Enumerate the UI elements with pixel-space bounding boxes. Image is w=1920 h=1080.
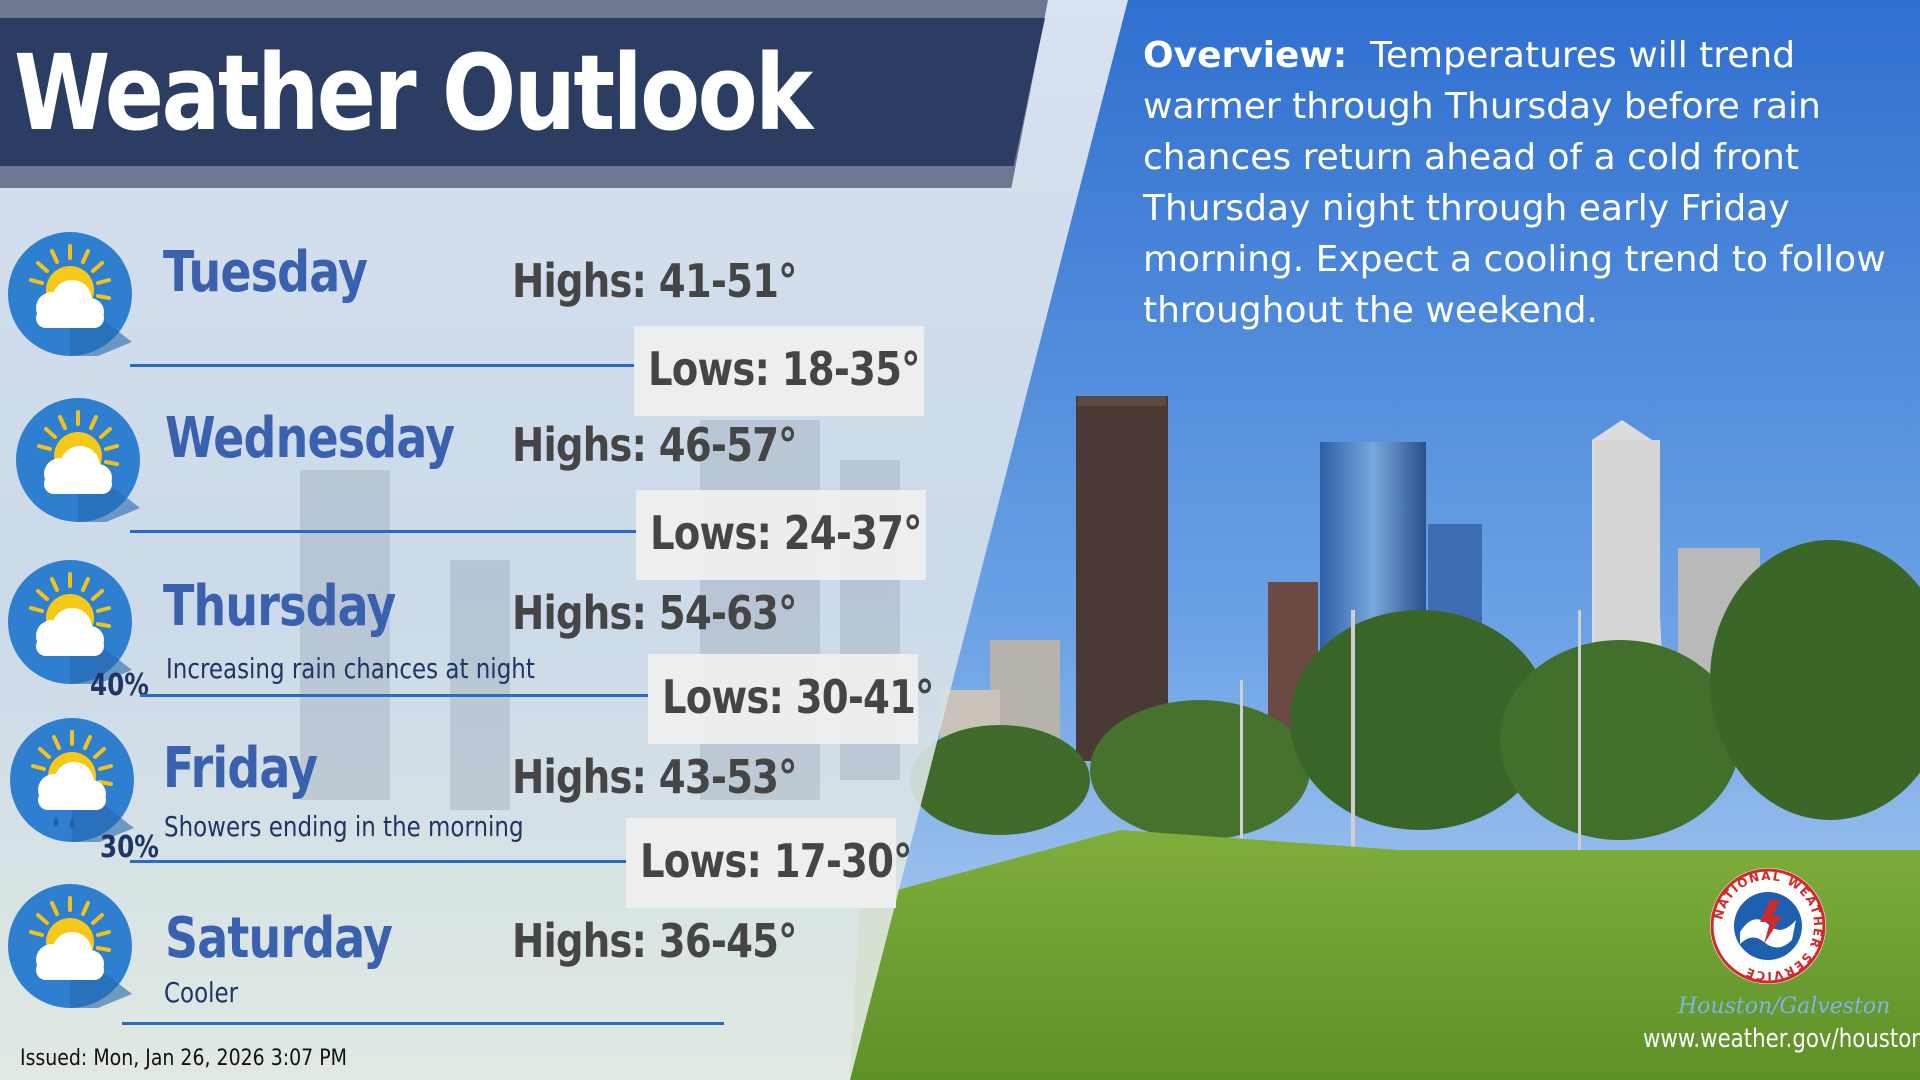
lows-box: Lows: 17-30° (626, 818, 912, 908)
day-name: Saturday (165, 906, 393, 971)
nws-office-name: Houston/Galveston (1678, 994, 1891, 1019)
day-name: Tuesday (163, 240, 368, 305)
lows-temp: Lows: 17-30° (640, 834, 912, 888)
highs-temp: Highs: 46-57° (512, 418, 797, 472)
page-title: Weather Outlook (14, 32, 813, 154)
highs-temp: Highs: 43-53° (512, 750, 797, 804)
highs-temp: Highs: 41-51° (512, 254, 797, 308)
lows-temp: Lows: 18-35° (648, 342, 920, 396)
partly-cloudy-icon (8, 232, 132, 356)
nws-website-link[interactable]: www.weather.gov/houston (1643, 1024, 1920, 1054)
forecast-note: Increasing rain chances at night (166, 652, 535, 685)
lows-box: Lows: 24-37° (636, 490, 926, 580)
day-name: Thursday (163, 574, 396, 639)
rain-chance: 40% (90, 668, 149, 703)
rain-chance: 30% (100, 830, 159, 865)
separator-line (130, 860, 626, 863)
separator-line (140, 694, 650, 697)
partly-cloudy-icon (8, 560, 132, 684)
forecast-note: Showers ending in the morning (164, 810, 524, 843)
lows-box: Lows: 18-35° (634, 326, 924, 416)
separator-line (130, 530, 638, 533)
issued-timestamp: Issued: Mon, Jan 26, 2026 3:07 PM (20, 1046, 347, 1071)
separator-line (130, 364, 635, 367)
lows-temp: Lows: 30-41° (662, 670, 934, 724)
highs-temp: Highs: 54-63° (512, 586, 797, 640)
highs-temp: Highs: 36-45° (512, 914, 797, 968)
day-name: Friday (163, 736, 318, 801)
overview-text: Temperatures will trend warmer through T… (1143, 35, 1886, 331)
overview-label: Overview: (1143, 35, 1348, 76)
forecast-note: Cooler (164, 976, 239, 1009)
separator-line (122, 1022, 724, 1025)
partly-cloudy-icon (16, 398, 140, 522)
partly-cloudy-rain-icon (10, 718, 134, 842)
lows-temp: Lows: 24-37° (650, 506, 922, 560)
day-name: Wednesday (165, 406, 455, 471)
lows-box: Lows: 30-41° (648, 654, 934, 744)
nws-logo-icon: NATIONAL WEATHER SERVICE (1710, 868, 1826, 984)
overview-text-block: Overview: Temperatures will trend warmer… (1143, 30, 1920, 336)
title-banner: Weather Outlook (0, 18, 1045, 166)
partly-cloudy-icon (8, 884, 132, 1008)
